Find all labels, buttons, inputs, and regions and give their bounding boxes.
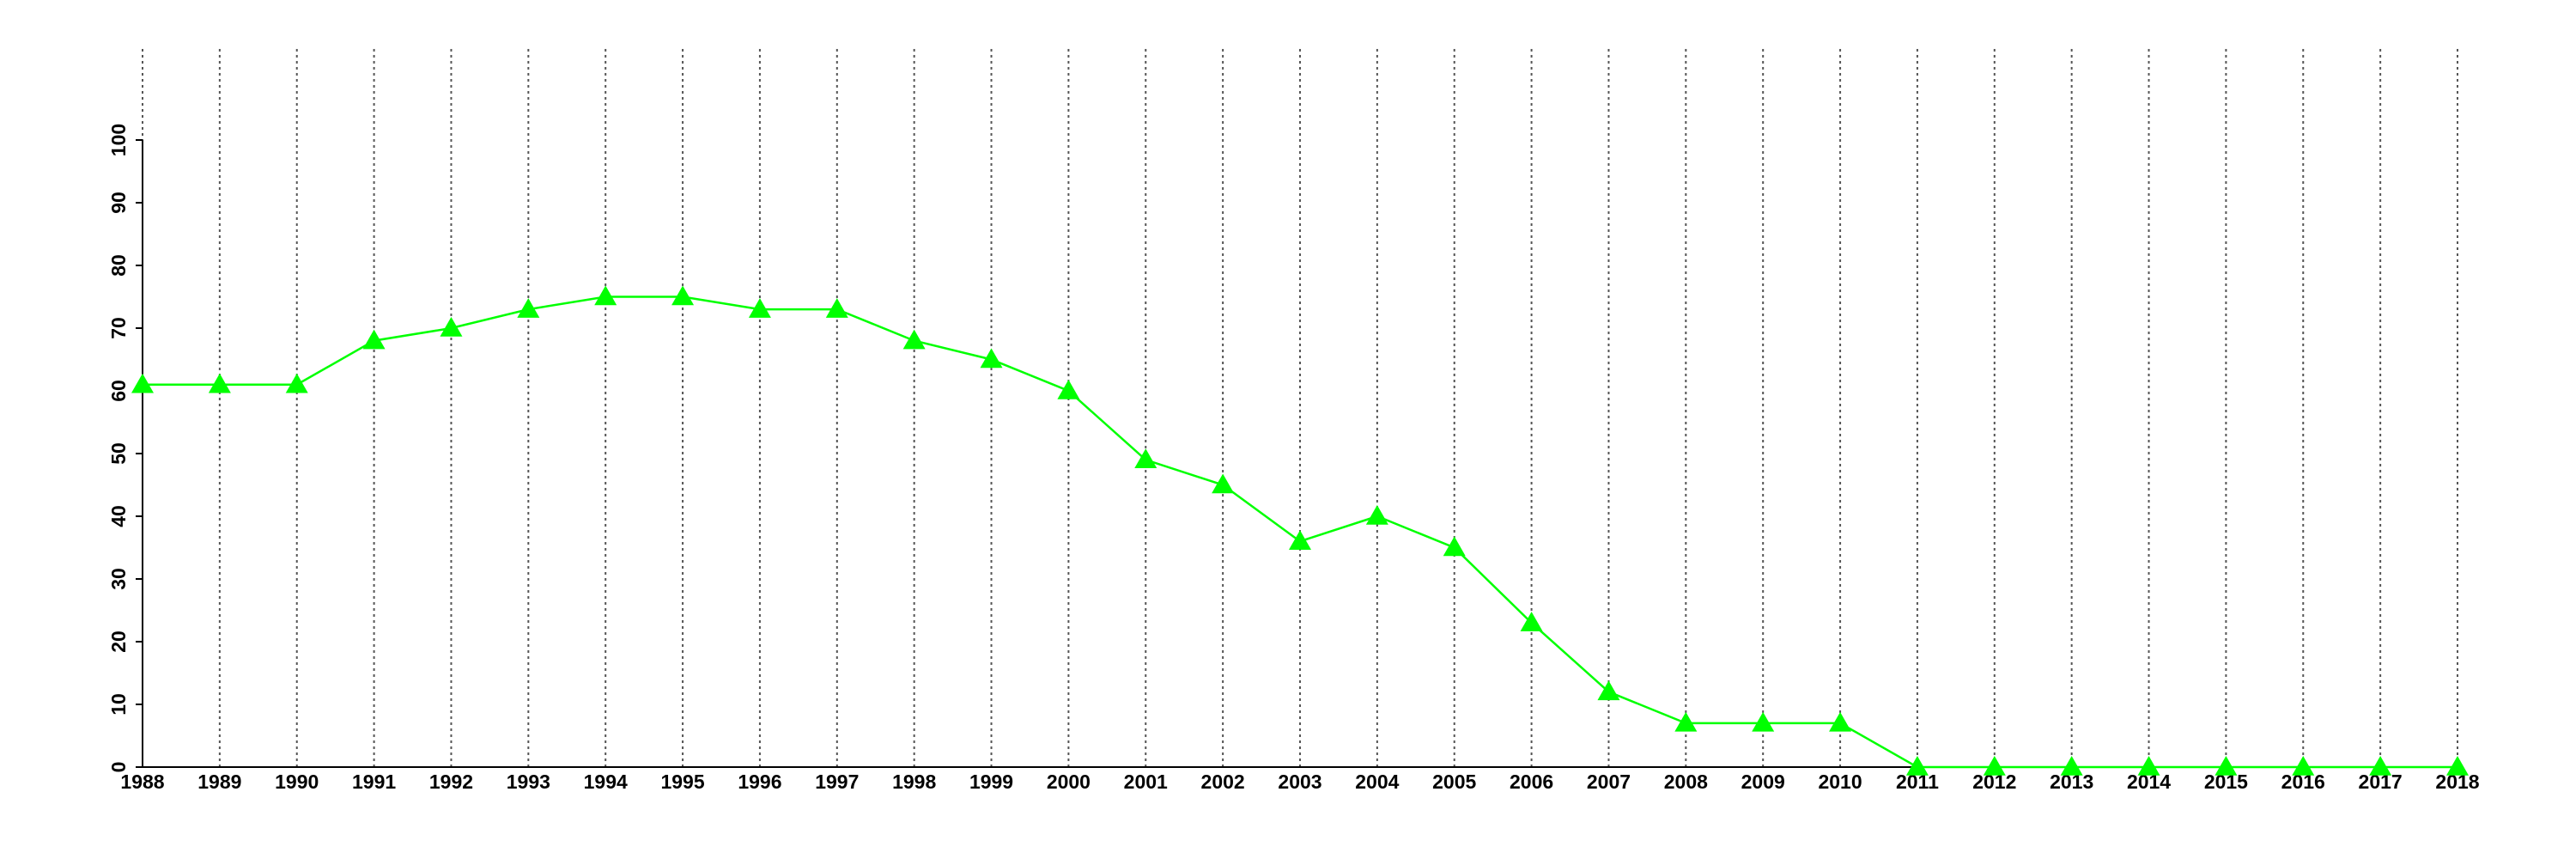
x-tick-label: 2001 xyxy=(1124,771,1168,793)
y-tick-label: 30 xyxy=(107,568,130,590)
data-point xyxy=(1057,380,1080,399)
x-tick-label: 2000 xyxy=(1047,771,1091,793)
x-tick-label: 2003 xyxy=(1278,771,1321,793)
x-tick-label: 2005 xyxy=(1432,771,1476,793)
y-tick-label: 80 xyxy=(107,254,130,277)
data-point xyxy=(1674,711,1698,732)
data-point xyxy=(1752,711,1775,732)
data-point xyxy=(671,285,695,306)
data-point xyxy=(1905,756,1929,776)
x-tick-label: 2006 xyxy=(1510,771,1553,793)
y-tick-label: 90 xyxy=(107,192,130,214)
x-tick-label: 2010 xyxy=(1818,771,1862,793)
x-tick-label: 1998 xyxy=(892,771,936,793)
x-tick-label: 1988 xyxy=(120,771,164,793)
data-point xyxy=(980,348,1003,369)
data-point xyxy=(1289,530,1311,550)
data-point xyxy=(1983,756,2006,776)
y-tick-label: 50 xyxy=(107,442,130,465)
x-tick-label: 2002 xyxy=(1201,771,1245,793)
data-point xyxy=(594,285,617,306)
x-tick-label: 2007 xyxy=(1587,771,1631,793)
data-point xyxy=(825,298,848,318)
x-tick-label: 1991 xyxy=(352,771,396,793)
y-tick-label: 0 xyxy=(107,762,130,773)
data-point xyxy=(208,373,231,393)
x-tick-label: 2008 xyxy=(1664,771,1708,793)
data-point xyxy=(2446,756,2469,776)
x-tick-label: 1989 xyxy=(197,771,241,793)
data-point xyxy=(1597,680,1620,701)
x-tick-label: 1997 xyxy=(815,771,859,793)
x-tick-label: 2004 xyxy=(1355,771,1399,793)
data-point xyxy=(2215,756,2238,776)
data-point xyxy=(517,298,540,318)
data-point xyxy=(362,329,386,350)
y-tick-label: 70 xyxy=(107,317,130,339)
x-tick-label: 2009 xyxy=(1741,771,1785,793)
y-tick-label: 10 xyxy=(107,693,130,716)
data-point xyxy=(1365,505,1388,525)
data-point xyxy=(131,373,154,393)
x-tick-label: 1995 xyxy=(660,771,704,793)
data-point xyxy=(748,298,771,318)
data-point xyxy=(902,329,926,350)
data-point xyxy=(1212,473,1235,494)
y-tick-label: 40 xyxy=(107,505,130,527)
x-tick-label: 1994 xyxy=(584,771,628,793)
x-tick-label: 1992 xyxy=(429,771,473,793)
data-point xyxy=(1134,448,1157,469)
x-tick-label: 1993 xyxy=(507,771,550,793)
x-tick-label: 1990 xyxy=(275,771,319,793)
data-point xyxy=(1829,711,1852,732)
y-tick-label: 100 xyxy=(107,124,130,156)
data-point xyxy=(2137,756,2160,776)
data-point xyxy=(2292,756,2315,776)
y-tick-label: 60 xyxy=(107,380,130,402)
data-point xyxy=(1520,612,1543,631)
x-tick-label: 1996 xyxy=(738,771,781,793)
x-tick-label: 1999 xyxy=(969,771,1013,793)
data-point xyxy=(1443,536,1466,557)
data-point xyxy=(2060,756,2083,776)
data-point xyxy=(285,373,308,393)
data-point xyxy=(440,317,463,337)
data-point xyxy=(2369,756,2392,776)
y-tick-label: 20 xyxy=(107,631,130,653)
